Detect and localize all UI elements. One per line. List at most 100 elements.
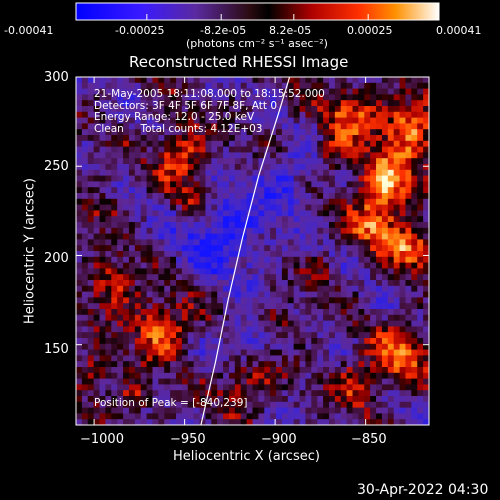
heatmap-cell: [152, 117, 159, 124]
heatmap-cell: [381, 396, 389, 403]
heatmap-cell: [128, 77, 136, 84]
heatmap-cell: [364, 169, 371, 177]
heatmap-cell: [417, 355, 424, 362]
heatmap-cell: [158, 117, 165, 124]
heatmap-cell: [270, 274, 277, 281]
heatmap-cell: [264, 291, 271, 298]
heatmap-cell: [181, 140, 189, 148]
heatmap-cell: [152, 274, 159, 281]
heatmap-cell: [111, 106, 118, 113]
heatmap-cell: [240, 129, 248, 136]
heatmap-cell: [146, 117, 154, 124]
heatmap-cell: [193, 343, 201, 351]
heatmap-cell: [152, 193, 159, 200]
heatmap-cell: [111, 407, 118, 414]
heatmap-cell: [228, 314, 236, 322]
heatmap-cell: [358, 88, 365, 95]
heatmap-cell: [181, 111, 189, 119]
heatmap-cell: [376, 378, 383, 385]
heatmap-cell: [352, 407, 359, 414]
heatmap-cell: [211, 378, 218, 385]
heatmap-cell: [170, 338, 177, 345]
heatmap-cell: [176, 297, 183, 304]
heatmap-cell: [334, 175, 342, 182]
heatmap-cell: [270, 181, 277, 188]
heatmap-cell: [417, 94, 424, 101]
heatmap-cell: [317, 384, 324, 391]
heatmap-cell: [211, 355, 218, 362]
heatmap-cell: [281, 419, 289, 425]
heatmap-cell: [270, 407, 277, 414]
y-tick-label: 300: [44, 70, 69, 85]
heatmap-cell: [346, 401, 354, 409]
heatmap-cell: [423, 407, 429, 414]
heatmap-cell: [252, 117, 259, 124]
heatmap-cell: [223, 326, 230, 333]
heatmap-cell: [352, 100, 359, 107]
heatmap-cell: [246, 210, 254, 217]
heatmap-cell: [223, 94, 230, 101]
heatmap-cell: [146, 314, 154, 322]
heatmap-cell: [340, 135, 348, 142]
heatmap-cell: [417, 111, 424, 119]
heatmap-cell: [99, 361, 107, 368]
heatmap-cell: [211, 245, 218, 252]
heatmap-cell: [217, 245, 224, 252]
heatmap-cell: [334, 361, 342, 368]
heatmap-cell: [76, 193, 83, 200]
heatmap-cell: [376, 407, 383, 414]
heatmap-cell: [158, 291, 165, 298]
heatmap-cell: [87, 245, 95, 252]
heatmap-cell: [405, 251, 412, 258]
heatmap-cell: [264, 396, 271, 403]
heatmap-cell: [217, 251, 224, 258]
heatmap-cell: [287, 384, 295, 391]
heatmap-cell: [217, 384, 224, 391]
heatmap-cell: [246, 175, 254, 182]
heatmap-cell: [417, 239, 424, 246]
heatmap-cell: [270, 390, 277, 397]
heatmap-cell: [299, 401, 307, 409]
heatmap-cell: [346, 198, 354, 206]
heatmap-cell: [334, 332, 342, 339]
heatmap-cell: [105, 413, 112, 420]
heatmap-cell: [176, 88, 183, 95]
heatmap-cell: [217, 262, 224, 269]
heatmap-cell: [228, 396, 236, 403]
heatmap-cell: [87, 187, 95, 194]
heatmap-cell: [423, 198, 429, 206]
heatmap-cell: [387, 378, 395, 385]
heatmap-cell: [376, 256, 383, 264]
heatmap-cell: [276, 367, 283, 374]
heatmap-cell: [81, 164, 89, 171]
heatmap-cell: [176, 274, 183, 281]
heatmap-cell: [181, 338, 189, 345]
heatmap-cell: [276, 164, 283, 171]
heatmap-cell: [223, 210, 230, 217]
heatmap-cell: [340, 187, 348, 194]
heatmap-cell: [140, 169, 148, 177]
heatmap-cell: [223, 181, 230, 188]
heatmap-cell: [234, 291, 242, 298]
heatmap-cell: [158, 135, 165, 142]
heatmap-cell: [223, 233, 230, 240]
heatmap-cell: [317, 146, 324, 153]
y-axis-label: Heliocentric Y (arcsec): [22, 178, 38, 324]
heatmap-cell: [417, 222, 424, 229]
heatmap-cell: [317, 309, 324, 316]
plot-frame: [75, 76, 430, 426]
heatmap-cell: [423, 222, 429, 229]
heatmap-cell: [234, 88, 242, 95]
heatmap-cell: [81, 111, 89, 119]
heatmap-cell: [193, 251, 201, 258]
heatmap-cell: [334, 367, 342, 374]
heatmap-cell: [423, 401, 429, 409]
x-tick-label: −950: [170, 432, 206, 447]
heatmap-cell: [323, 245, 330, 252]
heatmap-cell: [199, 222, 207, 229]
heatmap-cell: [311, 280, 318, 287]
heatmap-cell: [140, 129, 148, 136]
heatmap-cell: [228, 117, 236, 124]
heatmap-cell: [240, 193, 248, 200]
heatmap-cell: [423, 135, 429, 142]
